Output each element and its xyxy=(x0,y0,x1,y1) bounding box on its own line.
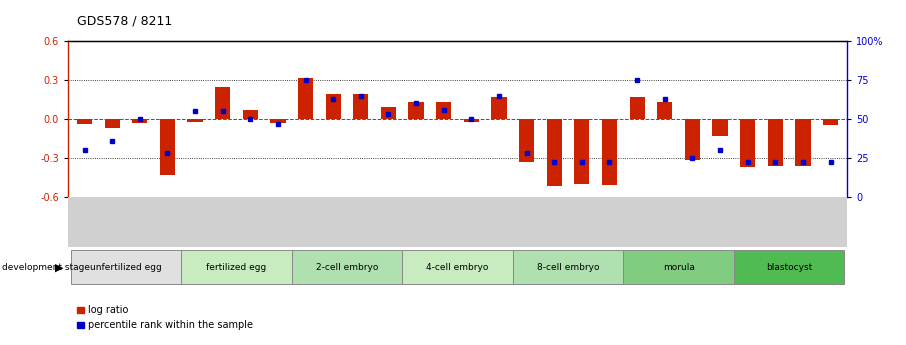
Bar xyxy=(712,119,728,136)
Bar xyxy=(823,119,838,126)
Bar xyxy=(491,97,506,119)
Text: blastocyst: blastocyst xyxy=(766,263,812,272)
Text: ▶: ▶ xyxy=(55,263,63,272)
Bar xyxy=(546,119,562,186)
Bar xyxy=(353,95,369,119)
FancyBboxPatch shape xyxy=(402,250,513,284)
Bar xyxy=(325,95,341,119)
Text: GDS578 / 8211: GDS578 / 8211 xyxy=(77,14,172,28)
Bar xyxy=(657,102,672,119)
FancyBboxPatch shape xyxy=(623,250,734,284)
Bar xyxy=(104,119,120,128)
Bar xyxy=(270,119,285,123)
Bar xyxy=(132,119,148,123)
Bar xyxy=(464,119,479,121)
Bar xyxy=(519,119,535,162)
Text: fertilized egg: fertilized egg xyxy=(207,263,266,272)
Bar xyxy=(767,119,783,166)
Bar xyxy=(409,102,424,119)
Bar xyxy=(159,119,175,175)
Bar xyxy=(630,97,645,119)
Bar xyxy=(685,119,700,160)
Text: unfertilized egg: unfertilized egg xyxy=(90,263,162,272)
FancyBboxPatch shape xyxy=(71,250,181,284)
Text: 4-cell embryo: 4-cell embryo xyxy=(427,263,488,272)
Text: 2-cell embryo: 2-cell embryo xyxy=(316,263,378,272)
FancyBboxPatch shape xyxy=(734,250,844,284)
Text: development stage: development stage xyxy=(2,263,90,272)
Bar xyxy=(574,119,590,184)
Text: 8-cell embryo: 8-cell embryo xyxy=(536,263,599,272)
Bar xyxy=(188,119,203,121)
FancyBboxPatch shape xyxy=(181,250,292,284)
Bar xyxy=(77,119,92,124)
Bar xyxy=(243,110,258,119)
Bar xyxy=(740,119,756,167)
Bar xyxy=(298,78,313,119)
Bar xyxy=(381,107,396,119)
FancyBboxPatch shape xyxy=(292,250,402,284)
FancyBboxPatch shape xyxy=(513,250,623,284)
Legend: log ratio, percentile rank within the sample: log ratio, percentile rank within the sa… xyxy=(72,302,257,334)
Bar xyxy=(215,87,230,119)
Bar xyxy=(795,119,811,166)
Bar xyxy=(602,119,617,185)
Text: morula: morula xyxy=(662,263,695,272)
Bar xyxy=(436,102,451,119)
